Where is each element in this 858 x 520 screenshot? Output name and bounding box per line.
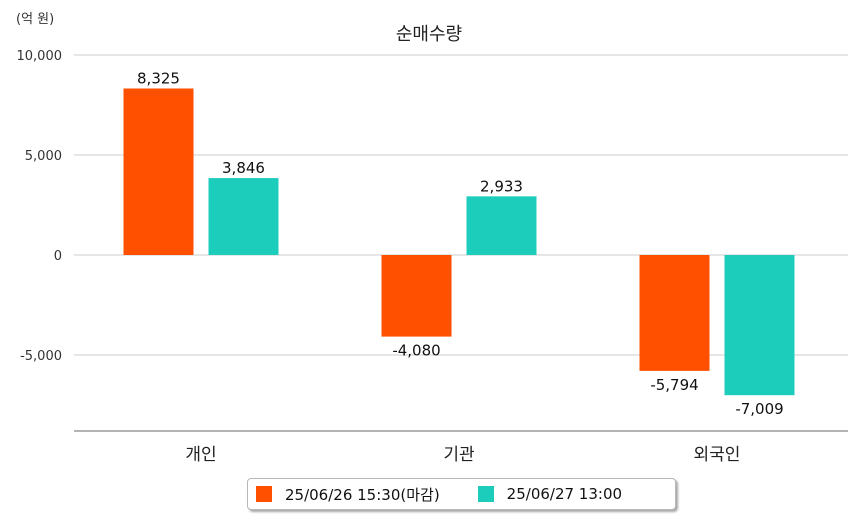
y-tick-label: -5,000 [20,349,62,364]
bar [724,255,795,396]
legend-item-series-2[interactable]: 25/06/27 13:00 [477,485,623,503]
data-label: 2,933 [480,177,523,195]
bars [123,88,795,396]
y-tick-label: 0 [54,249,62,264]
legend-label-series-1: 25/06/26 15:30(마감) [285,485,440,504]
data-label: 8,325 [137,70,180,88]
data-label: 3,846 [222,159,265,177]
data-label: -7,009 [735,400,783,418]
bar [381,255,452,337]
y-tick-label: 5,000 [25,149,62,164]
x-tick-label: 외국인 [694,445,741,465]
data-label: -4,080 [392,342,440,360]
data-label: -5,794 [650,376,698,394]
unit-label: (억 원) [16,12,55,27]
legend-swatch-series-2 [477,486,494,502]
legend: 25/06/26 15:30(마감) 25/06/27 13:00 [247,478,676,510]
bar [123,88,194,255]
legend-item-series-1[interactable]: 25/06/26 15:30(마감) [256,484,440,505]
bar [208,178,279,255]
gridlines [74,54,848,356]
x-tick-label: 개인 [185,445,216,465]
bar [639,255,710,371]
y-tick-label: 10,000 [17,49,63,64]
legend-swatch-series-1 [256,486,272,502]
x-tick-label: 기관 [443,445,474,465]
bar [466,196,537,255]
chart-title: 순매수량 [395,24,463,45]
data-labels: 8,325 3,846 -4,080 2,933 -5,794 -7,009 [137,70,784,419]
legend-label-series-2: 25/06/27 13:00 [506,485,623,503]
axes: 10,000 5,000 0 -5,000 개인 기관 외국인 [17,49,848,465]
